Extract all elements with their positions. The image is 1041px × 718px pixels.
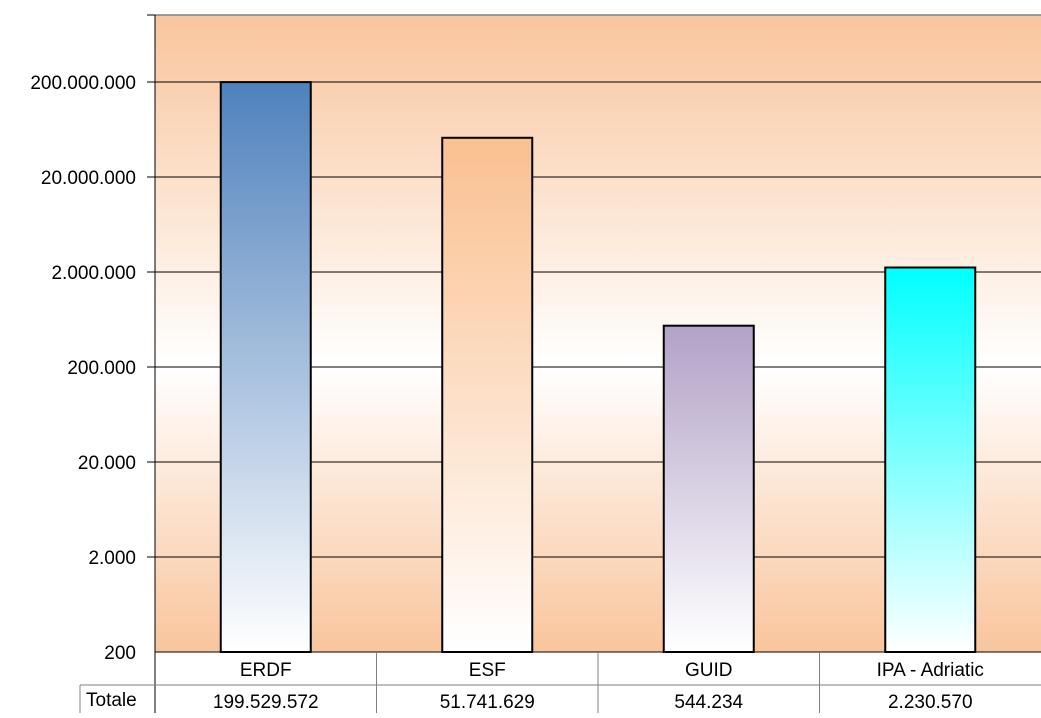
y-axis: 200 2.000 20.000 200.000 2.000.000 20.000.000…	[30, 14, 1041, 713]
data-value-label: 2.230.570	[888, 692, 973, 713]
bar-ipa-adriatic	[884, 266, 977, 653]
bars	[219, 81, 977, 654]
x-category-label: GUID	[685, 660, 733, 681]
x-category-label: ERDF	[240, 660, 292, 681]
y-tick-label: 2.000	[88, 548, 136, 569]
y-tick-label: 20.000	[78, 453, 136, 474]
x-category-label: IPA - Adriatic	[877, 660, 984, 681]
y-tick-label: 200.000.000	[30, 73, 136, 94]
table-row-label: Totale	[86, 690, 137, 711]
x-category-label: ESF	[469, 660, 506, 681]
y-tick-label: 200	[104, 643, 136, 664]
data-table: ERDF ESF GUID IPA - Adriatic Totale 199.529.5…	[79, 651, 1041, 713]
bar-erdf	[219, 81, 312, 653]
y-tick-label: 200.000	[67, 358, 136, 379]
data-value-label: 199.529.572	[213, 692, 319, 713]
data-value-label: 51.741.629	[440, 692, 535, 713]
bar-guid	[662, 324, 755, 653]
y-tick-label: 20.000.000	[41, 168, 136, 189]
bar-esf	[441, 136, 534, 654]
data-value-label: 544.234	[674, 692, 743, 713]
y-tick-label: 2.000.000	[51, 263, 136, 284]
